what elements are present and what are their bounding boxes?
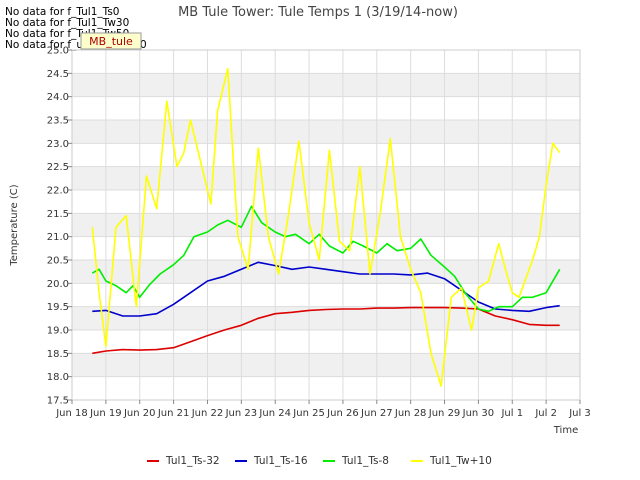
- y-tick-label: 17.5: [47, 396, 69, 407]
- legend-label: Tul1_Ts-8: [341, 455, 389, 467]
- x-tick-label: Jun 30: [462, 408, 495, 419]
- no-data-message: No data for f_Tul1_Ts0: [5, 6, 120, 18]
- x-tick-label: Jul 2: [534, 408, 557, 419]
- series-line-tul1-ts-16: [92, 261, 560, 317]
- x-tick-label: Jun 22: [191, 408, 224, 419]
- legend-item[interactable]: Tul1_Ts-32: [147, 455, 220, 467]
- chart-title: MB Tule Tower: Tule Temps 1 (3/19/14-now…: [178, 5, 458, 20]
- x-tick-label: Jul 3: [568, 408, 591, 419]
- x-axis-label: Time: [553, 425, 578, 436]
- y-tick-label: 18.5: [47, 349, 69, 360]
- grid-band: [72, 213, 580, 237]
- x-tick-label: Jun 24: [258, 408, 291, 419]
- legend-label: Tul1_Tw+10: [429, 455, 492, 467]
- x-tick-label: Jun 21: [157, 408, 190, 419]
- series-line-tul1-tw-10: [91, 67, 561, 387]
- y-tick-label: 21.0: [47, 232, 69, 243]
- grid-band: [72, 73, 580, 97]
- y-tick-label: 20.5: [47, 256, 69, 267]
- mb-tule-legend-box[interactable]: MB_tule: [80, 32, 142, 50]
- x-tick-label: Jun 28: [394, 408, 427, 419]
- y-tick-label: 19.5: [47, 302, 69, 313]
- grid-band: [72, 120, 580, 144]
- y-tick-label: 21.5: [47, 209, 69, 220]
- legend-item[interactable]: Tul1_Ts-8: [323, 455, 389, 467]
- legend-item[interactable]: Tul1_Ts-16: [235, 455, 308, 467]
- y-tick-label: 25.0: [47, 46, 69, 57]
- x-tick-label: Jun 26: [326, 408, 359, 419]
- y-tick-label: 23.0: [47, 139, 69, 150]
- x-tick-label: Jun 23: [225, 408, 258, 419]
- legend-label: Tul1_Ts-16: [253, 455, 308, 467]
- grid-band: [72, 353, 580, 377]
- mb-tule-label: MB_tule: [89, 35, 133, 48]
- legend-item[interactable]: Tul1_Tw+10: [411, 455, 492, 467]
- plot-frame: [71, 49, 581, 401]
- x-tick-label: Jun 20: [123, 408, 156, 419]
- no-data-message: No data for f_Tul1_Tw30: [5, 17, 130, 29]
- x-tick-label: Jul 1: [500, 408, 523, 419]
- y-tick-label: 24.0: [47, 92, 69, 103]
- y-tick-label: 22.0: [47, 186, 69, 197]
- y-tick-label: 23.5: [47, 116, 69, 127]
- y-tick-label: 18.0: [47, 372, 69, 383]
- y-axis-label: Temperature (C): [9, 184, 20, 266]
- x-tick-label: Jun 29: [428, 408, 461, 419]
- y-tick-label: 20.0: [47, 279, 69, 290]
- legend-label: Tul1_Ts-32: [165, 455, 220, 467]
- grid-band: [72, 306, 580, 330]
- x-tick-label: Jun 27: [360, 408, 393, 419]
- grid-band: [72, 260, 580, 284]
- y-tick-label: 22.5: [47, 162, 69, 173]
- x-tick-label: Jun 19: [89, 408, 122, 419]
- y-tick-label: 19.0: [47, 326, 69, 337]
- series-line-tul1-ts-32: [92, 306, 560, 355]
- legend: Tul1_Ts-32 Tul1_Ts-16 Tul1_Ts-8 Tul1_Tw+10: [147, 455, 492, 467]
- x-tick-label: Jun 18: [55, 408, 88, 419]
- y-tick-label: 24.5: [47, 69, 69, 80]
- x-tick-label: Jun 25: [292, 408, 325, 419]
